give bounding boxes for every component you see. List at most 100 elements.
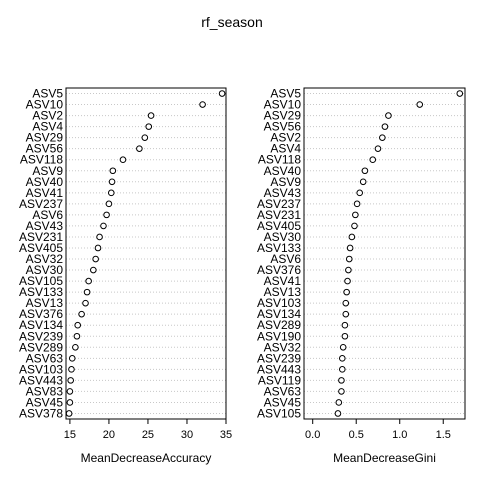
accuracy-point-asv45 xyxy=(66,399,74,406)
gini-category-label: ASV103 xyxy=(257,296,301,310)
gini-point-asv32 xyxy=(339,343,347,351)
accuracy-category-label: ASV83 xyxy=(26,384,64,398)
accuracy-point-asv6 xyxy=(103,211,110,219)
accuracy-category-label: ASV40 xyxy=(26,175,64,189)
accuracy-category-label: ASV32 xyxy=(26,252,64,266)
accuracy-x-tick-label: 25 xyxy=(142,429,154,441)
accuracy-plot-frame xyxy=(65,87,227,420)
gini-point-asv376 xyxy=(345,266,352,274)
gini-category-label: ASV13 xyxy=(264,285,302,299)
gini-point-asv56 xyxy=(381,123,389,130)
gini-point-asv40 xyxy=(361,167,369,175)
gini-category-label: ASV29 xyxy=(264,109,302,123)
gini-point-asv41 xyxy=(344,277,351,285)
accuracy-category-label: ASV6 xyxy=(32,208,63,222)
accuracy-point-asv133 xyxy=(83,288,91,296)
gini-x-tick-label: 1.0 xyxy=(392,429,407,441)
accuracy-category-label: ASV13 xyxy=(26,296,64,310)
gini-point-asv6 xyxy=(345,255,353,263)
accuracy-point-asv13 xyxy=(82,299,89,307)
gini-category-label: ASV190 xyxy=(257,329,301,343)
accuracy-category-label: ASV118 xyxy=(20,153,63,167)
gini-category-label: ASV5 xyxy=(270,87,301,101)
gini-point-asv231 xyxy=(352,211,359,219)
accuracy-x-tick-label: 20 xyxy=(103,429,115,441)
gini-category-label: ASV10 xyxy=(264,98,302,112)
accuracy-category-label: ASV289 xyxy=(19,340,63,354)
accuracy-category-label: ASV2 xyxy=(32,109,63,123)
gini-point-asv443 xyxy=(338,366,346,373)
accuracy-category-label: ASV231 xyxy=(19,230,63,244)
gini-point-asv43 xyxy=(356,189,363,197)
accuracy-category-label: ASV405 xyxy=(19,241,63,255)
accuracy-point-asv30 xyxy=(90,266,97,274)
accuracy-point-asv103 xyxy=(68,366,75,373)
gini-point-asv105 xyxy=(334,410,342,417)
accuracy-point-asv9 xyxy=(109,167,117,175)
accuracy-category-label: ASV29 xyxy=(26,131,64,145)
gini-category-label: ASV134 xyxy=(257,307,301,321)
gini-category-label: ASV9 xyxy=(270,175,301,189)
gini-category-label: ASV289 xyxy=(257,318,301,332)
accuracy-point-asv41 xyxy=(107,189,115,197)
gini-category-label: ASV43 xyxy=(264,186,302,200)
accuracy-point-asv118 xyxy=(119,156,127,164)
accuracy-point-asv43 xyxy=(100,222,107,230)
gini-category-label: ASV30 xyxy=(264,230,302,244)
accuracy-point-asv4 xyxy=(145,123,153,130)
accuracy-point-asv56 xyxy=(136,145,143,152)
accuracy-point-asv231 xyxy=(96,233,103,241)
accuracy-x-tick-label: 30 xyxy=(181,429,193,441)
accuracy-x-axis-label: MeanDecreaseAccuracy xyxy=(81,451,212,465)
accuracy-point-asv134 xyxy=(74,321,82,329)
accuracy-category-label: ASV63 xyxy=(26,351,64,365)
gini-point-asv13 xyxy=(343,288,350,296)
gini-category-label: ASV56 xyxy=(264,120,302,134)
gini-x-tick-label: 0.0 xyxy=(305,429,320,441)
accuracy-category-label: ASV56 xyxy=(26,142,64,156)
accuracy-category-label: ASV45 xyxy=(26,395,64,409)
gini-point-asv405 xyxy=(351,222,358,230)
gini-point-asv103 xyxy=(342,299,350,307)
gini-x-tick-label: 1.5 xyxy=(436,429,451,441)
gini-category-label: ASV4 xyxy=(270,142,301,156)
accuracy-category-label: ASV4 xyxy=(32,120,63,134)
gini-category-label: ASV443 xyxy=(257,362,301,376)
accuracy-point-asv443 xyxy=(67,377,74,384)
accuracy-category-label: ASV9 xyxy=(32,164,63,178)
accuracy-point-asv405 xyxy=(94,244,102,252)
gini-point-asv2 xyxy=(379,134,386,141)
gini-category-label: ASV40 xyxy=(264,164,302,178)
gini-category-label: ASV63 xyxy=(264,384,302,398)
gini-point-asv239 xyxy=(338,355,346,362)
accuracy-category-label: ASV103 xyxy=(19,362,63,376)
gini-point-asv119 xyxy=(338,377,345,384)
gini-point-asv4 xyxy=(374,145,382,152)
gini-plot-frame xyxy=(303,87,466,420)
accuracy-category-label: ASV133 xyxy=(19,285,63,299)
gini-category-label: ASV32 xyxy=(264,340,302,354)
accuracy-point-asv237 xyxy=(105,200,113,208)
gini-category-label: ASV105 xyxy=(257,406,301,420)
accuracy-point-asv105 xyxy=(85,277,92,285)
gini-point-asv45 xyxy=(335,399,343,406)
accuracy-category-label: ASV378 xyxy=(19,406,63,420)
accuracy-category-label: ASV43 xyxy=(26,219,64,233)
accuracy-category-label: ASV443 xyxy=(19,373,63,387)
accuracy-category-label: ASV239 xyxy=(19,329,63,343)
accuracy-category-label: ASV41 xyxy=(26,186,64,200)
gini-category-label: ASV119 xyxy=(258,373,301,387)
accuracy-x-tick-label: 15 xyxy=(64,429,76,441)
accuracy-category-label: ASV30 xyxy=(26,263,64,277)
gini-category-label: ASV376 xyxy=(257,263,301,277)
chart-title: rf_season xyxy=(201,14,262,30)
gini-category-label: ASV118 xyxy=(258,153,301,167)
gini-x-axis-label: MeanDecreaseGini xyxy=(333,451,436,465)
gini-point-asv237 xyxy=(353,200,361,208)
gini-point-asv9 xyxy=(359,178,367,186)
accuracy-point-asv2 xyxy=(147,112,155,119)
accuracy-point-asv289 xyxy=(72,343,79,351)
accuracy-point-asv29 xyxy=(141,134,149,141)
gini-point-asv10 xyxy=(416,101,424,108)
accuracy-category-label: ASV105 xyxy=(19,274,63,288)
